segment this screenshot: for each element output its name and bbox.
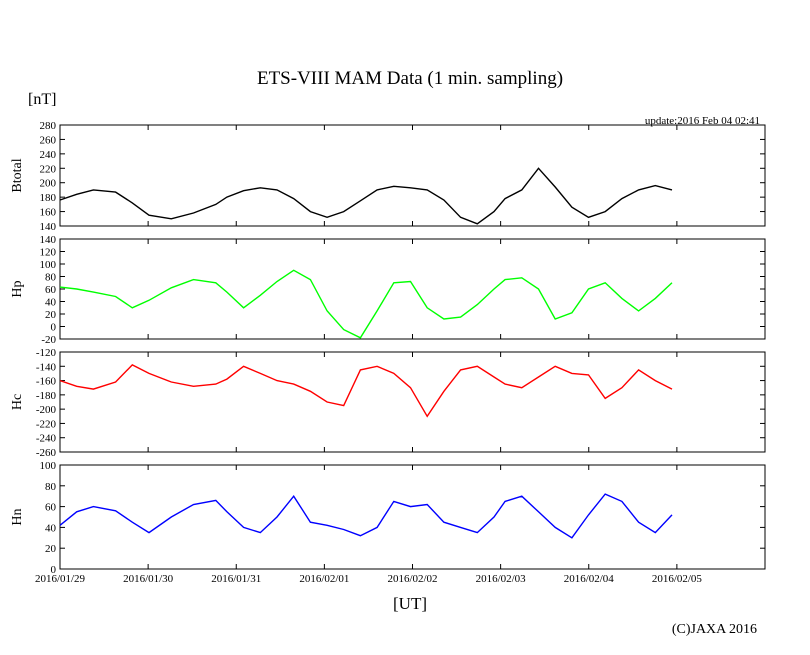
y-tick-label: 180 xyxy=(40,192,57,204)
y-tick-label: 280 xyxy=(40,120,57,132)
x-tick-label: 2016/01/31 xyxy=(211,573,261,585)
y-tick-label: 140 xyxy=(40,234,57,246)
y-tick-label: 40 xyxy=(45,297,57,309)
y-tick-label: 160 xyxy=(40,207,57,219)
y-tick-label: -140 xyxy=(36,361,57,373)
y-tick-label: 40 xyxy=(45,522,57,534)
panel-hn: 0 20 40 60 80 100 Hn xyxy=(10,460,766,576)
y-tick-label: 260 xyxy=(40,134,57,146)
y-axis-label: Hn xyxy=(10,508,25,525)
y-tick-label: 120 xyxy=(40,247,57,259)
y-axis-label: Hc xyxy=(10,394,25,410)
y-tick-label: 0 xyxy=(51,564,57,576)
y-tick-label: 0 xyxy=(51,322,57,334)
y-tick-label: -200 xyxy=(36,404,57,416)
x-tick-label: 2016/02/01 xyxy=(299,573,349,585)
update-text: update:2016 Feb 04 02:41 xyxy=(645,115,760,127)
panels: 140160180200220240260280Btotal-200204060… xyxy=(10,120,766,576)
y-tick-label: 140 xyxy=(40,221,57,233)
series-line-btotal xyxy=(59,167,673,225)
y-tick-label: 60 xyxy=(45,284,57,296)
y-tick-label: 80 xyxy=(45,272,57,284)
copyright-text: (C)JAXA 2016 xyxy=(672,622,757,637)
y-tick-label: -260 xyxy=(36,447,57,459)
y-tick-label: 100 xyxy=(40,460,57,472)
series-line-hc xyxy=(59,364,673,418)
y-tick-label: 220 xyxy=(40,163,57,175)
y-tick-label: 60 xyxy=(45,502,57,514)
chart-title: ETS-VIII MAM Data (1 min. sampling) xyxy=(257,68,563,89)
series-line-hn xyxy=(59,493,673,539)
y-tick-label: 80 xyxy=(45,481,57,493)
y-axis-label: Btotal xyxy=(10,158,25,192)
y-tick-label: -240 xyxy=(36,433,57,445)
y-tick-label: -160 xyxy=(36,376,57,388)
panel-btotal: 140 160 180 200 220 240 260 280 Btotal xyxy=(10,120,766,233)
x-tick-label: 2016/01/30 xyxy=(123,573,174,585)
y-tick-label: 20 xyxy=(45,309,57,321)
series-line-hp xyxy=(59,269,673,339)
x-tick-label: 2016/02/03 xyxy=(476,573,527,585)
x-tick-label: 2016/01/29 xyxy=(35,573,86,585)
y-tick-label: -220 xyxy=(36,418,57,430)
y-axis-label: Hp xyxy=(10,280,25,297)
y-tick-label: 200 xyxy=(40,178,57,190)
x-tick-label: 2016/02/05 xyxy=(652,573,703,585)
y-tick-label: 100 xyxy=(40,259,57,271)
x-axis-title: [UT] xyxy=(393,594,427,613)
x-tick-labels: 2016/01/29 2016/01/30 2016/01/31 2016/02/01… xyxy=(35,573,702,585)
y-tick-label: 20 xyxy=(45,543,57,555)
panel-frame xyxy=(59,464,766,570)
unit-label: [nT] xyxy=(28,91,56,108)
y-tick-label: -120 xyxy=(36,347,57,359)
y-tick-label: -20 xyxy=(41,334,56,346)
x-tick-label: 2016/02/04 xyxy=(564,573,615,585)
x-tick-label: 2016/02/02 xyxy=(387,573,437,585)
panel-frame xyxy=(59,238,766,340)
y-tick-label: -180 xyxy=(36,390,57,402)
panel-frame xyxy=(59,351,766,453)
panel-frame xyxy=(59,124,766,227)
panel-hc: -260 -240 -220 -200 -180 -160 -140 -120 Hc xyxy=(10,347,766,459)
y-tick-label: 240 xyxy=(40,149,57,161)
